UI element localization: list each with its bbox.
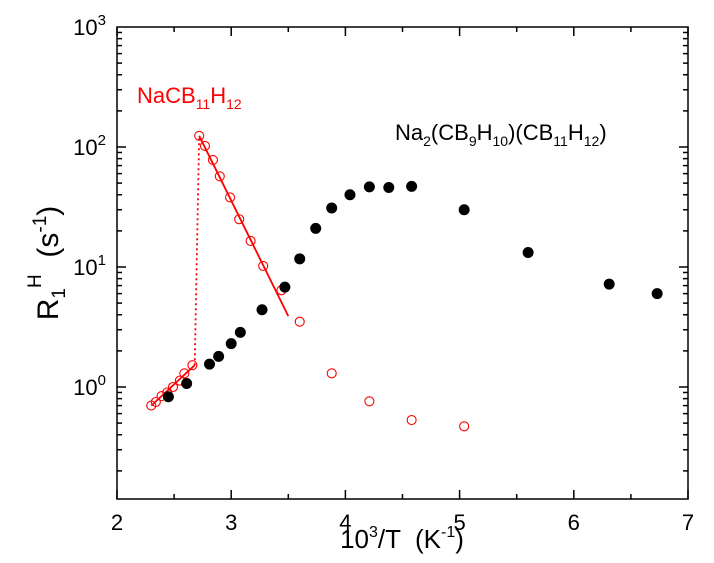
x-axis-title-tail: ) [455, 524, 464, 554]
point-nacb11h12 [326, 368, 337, 379]
point-na2-cb9h10-cb11h12 [225, 338, 237, 350]
point-na2-cb9h10-cb11h12 [213, 350, 225, 362]
point-nacb11h12 [179, 368, 190, 379]
x-tick-label: 3 [225, 510, 237, 535]
point-na2-cb9h10-cb11h12 [181, 377, 193, 389]
x-tick-labels: 2 3 4 5 6 7 [111, 510, 694, 535]
y-tick-label-base: 10 [73, 15, 97, 40]
series-label-na2-text: )(CB [508, 120, 553, 145]
y-tick-label: 101 [73, 252, 106, 280]
point-na2-cb9h10-cb11h12 [204, 358, 216, 370]
series-label-nacb11h12-text: NaCB [137, 83, 196, 108]
series-label-na2-text: (CB [431, 120, 469, 145]
point-na2-cb9h10-cb11h12 [162, 391, 174, 403]
x-axis-title-sup2: -1 [441, 524, 455, 541]
series-label-na2-text: H [477, 120, 493, 145]
series-label-nacb11h12-text: H [210, 83, 226, 108]
series-label-na2-cb9h10-cb11h12: Na2(CB9H10)(CB11H12) [395, 120, 607, 149]
x-axis-title-mid: /T (K [378, 524, 442, 554]
series-label-na2-subscript: 9 [469, 133, 477, 149]
x-tick-label: 4 [339, 510, 351, 535]
x-tick-label: 6 [568, 510, 580, 535]
point-nacb11h12 [194, 130, 205, 141]
y-tick-label: 100 [73, 372, 106, 400]
x-axis-title: 103/T (K-1) [340, 524, 464, 554]
point-nacb11h12 [258, 260, 269, 272]
y-tick-label-exponent: 3 [98, 12, 106, 29]
point-nacb11h12 [294, 316, 305, 327]
point-na2-cb9h10-cb11h12 [458, 204, 470, 216]
y-tick-label: 102 [73, 132, 106, 160]
y-tick-label-base: 10 [73, 255, 97, 280]
point-nacb11h12 [207, 154, 218, 165]
series-label-na2-subscript: 11 [553, 133, 568, 149]
point-nacb11h12 [167, 381, 179, 393]
series-label-nacb11h12: NaCB11H12 [137, 83, 242, 112]
point-nacb11h12 [214, 171, 225, 182]
fit-lines [150, 135, 290, 407]
y-tick-label-exponent: 1 [98, 252, 106, 269]
point-na2-cb9h10-cb11h12 [344, 189, 356, 201]
y-axis-title: R1H (s-1) [25, 206, 70, 321]
series-label-na2-subscript: 10 [493, 133, 509, 149]
fit-line [150, 364, 196, 407]
y-axis-title-sup: H [25, 274, 46, 288]
y-axis-title-base: R [32, 299, 65, 321]
series-label-na2-text: Na [395, 120, 424, 145]
point-na2-cb9h10-cb11h12 [326, 202, 338, 214]
point-na2-cb9h10-cb11h12 [406, 180, 418, 192]
y-axis-title-mid: (s [32, 233, 65, 275]
point-na2-cb9h10-cb11h12 [383, 181, 395, 193]
point-na2-cb9h10-cb11h12 [279, 281, 291, 293]
series-label-na2-text: ) [599, 120, 606, 145]
series-label-na2-subscript: 2 [423, 133, 431, 149]
y-axis-title-sub: 1 [49, 288, 70, 299]
point-na2-cb9h10-cb11h12 [256, 304, 268, 316]
x-tick-label: 7 [682, 510, 694, 535]
point-nacb11h12 [406, 415, 417, 426]
point-na2-cb9h10-cb11h12 [363, 181, 375, 193]
y-axis-title-sup2: -1 [30, 216, 51, 233]
y-tick-label-exponent: 0 [98, 372, 106, 389]
point-na2-cb9h10-cb11h12 [310, 222, 322, 234]
fit-line [198, 135, 290, 317]
point-na2-cb9h10-cb11h12 [651, 288, 663, 300]
point-nacb11h12 [225, 192, 236, 203]
point-na2-cb9h10-cb11h12 [603, 278, 615, 290]
point-nacb11h12 [245, 235, 256, 246]
y-axis-title-tail: ) [32, 206, 65, 216]
y-tick-label: 103 [73, 12, 106, 40]
series-label-nacb11h12-subscript: 12 [226, 96, 242, 112]
point-na2-cb9h10-cb11h12 [234, 326, 246, 338]
point-nacb11h12 [234, 214, 245, 225]
point-nacb11h12 [187, 360, 198, 371]
series-label-na2-subscript: 12 [584, 133, 600, 149]
point-nacb11h12 [459, 421, 470, 432]
y-tick-label-base: 10 [73, 135, 97, 160]
point-nacb11h12 [150, 396, 161, 408]
data-points [146, 130, 663, 432]
series-label-na2-text: H [568, 120, 584, 145]
x-axis-title-base: 10 [340, 524, 369, 554]
series-label-nacb11h12-subscript: 11 [196, 96, 211, 112]
x-axis-title-sup: 3 [369, 524, 378, 541]
x-tick-label: 5 [453, 510, 465, 535]
y-tick-label-exponent: 2 [98, 132, 106, 149]
point-na2-cb9h10-cb11h12 [522, 247, 534, 259]
point-nacb11h12 [364, 396, 375, 407]
axis-ticks [116, 27, 689, 499]
x-tick-label: 2 [111, 510, 123, 535]
point-na2-cb9h10-cb11h12 [294, 253, 306, 265]
y-tick-label-base: 10 [73, 375, 97, 400]
dotted-connector-line [193, 135, 201, 366]
point-nacb11h12 [199, 140, 210, 152]
